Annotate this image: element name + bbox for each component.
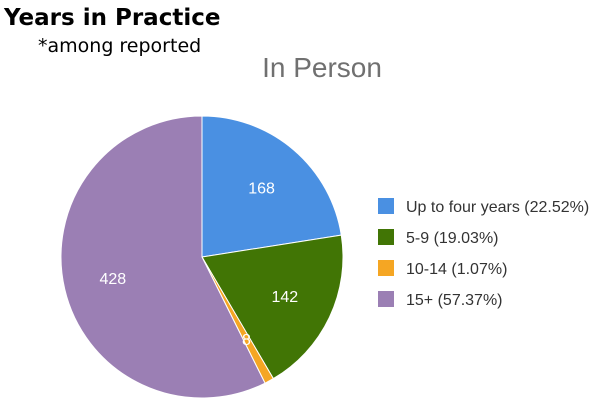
legend-label-15: 15+ (57.37%)	[406, 292, 503, 309]
legend-swatch-15	[378, 291, 394, 307]
legend-label-10-14: 10-14 (1.07%)	[406, 261, 507, 278]
chart-title: In Person	[262, 52, 382, 83]
legend-label-up-to-four-years: Up to four years (22.52%)	[406, 199, 589, 216]
page-subheading: *among reported	[38, 35, 202, 57]
pie-slices	[60, 115, 344, 399]
slice-value-label-15: 428	[99, 271, 126, 288]
legend-swatch-5-9	[378, 229, 394, 245]
slice-value-label-up-to-four-years: 168	[248, 180, 275, 197]
chart-legend: Up to four years (22.52%) 5-9 (19.03%) 10-…	[378, 198, 589, 309]
pie-slice-5-9	[201, 234, 344, 380]
legend-swatch-up-to-four-years	[378, 198, 394, 214]
slice-value-label-10-14: 8	[242, 332, 251, 349]
page-heading: Years in Practice	[4, 5, 221, 31]
slice-value-label-5-9: 142	[271, 289, 298, 306]
pie-slice-labels: 168 142 8 428	[99, 180, 298, 348]
legend-swatch-10-14	[378, 260, 394, 276]
pie-slice-up-to-four-years	[201, 115, 342, 258]
legend-label-5-9: 5-9 (19.03%)	[406, 230, 499, 247]
pie-slice-15	[60, 115, 266, 399]
